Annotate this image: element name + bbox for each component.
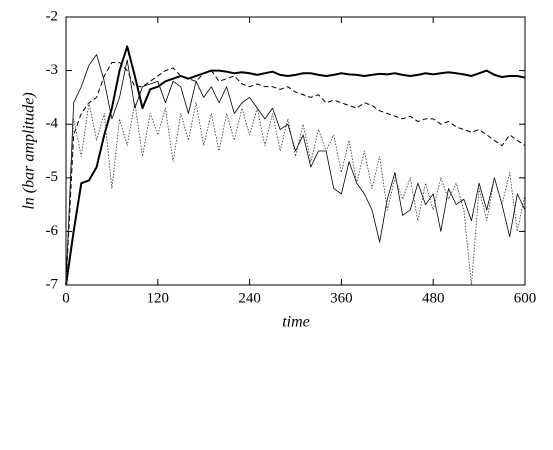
x-tick-label: 240 xyxy=(238,290,261,306)
y-tick-label: -6 xyxy=(46,223,59,239)
x-tick-label: 120 xyxy=(147,290,170,306)
x-axis-label: time xyxy=(282,314,310,331)
y-tick-label: -7 xyxy=(46,276,59,292)
y-tick-label: -4 xyxy=(46,116,59,132)
y-tick-label: -3 xyxy=(46,62,59,78)
series-line xyxy=(65,62,526,286)
series-line xyxy=(65,102,526,286)
series-line xyxy=(65,45,526,286)
x-tick-label: 0 xyxy=(62,290,70,306)
y-axis-label: ln (bar amplitude) xyxy=(21,92,38,209)
series-line xyxy=(65,54,526,286)
y-tick-label: -5 xyxy=(46,169,59,185)
plot-frame xyxy=(65,16,526,286)
x-tick-label: 360 xyxy=(330,290,353,306)
x-tick-label: 480 xyxy=(422,290,445,306)
y-tick-label: -2 xyxy=(46,8,59,24)
x-tick-label: 600 xyxy=(514,290,537,306)
